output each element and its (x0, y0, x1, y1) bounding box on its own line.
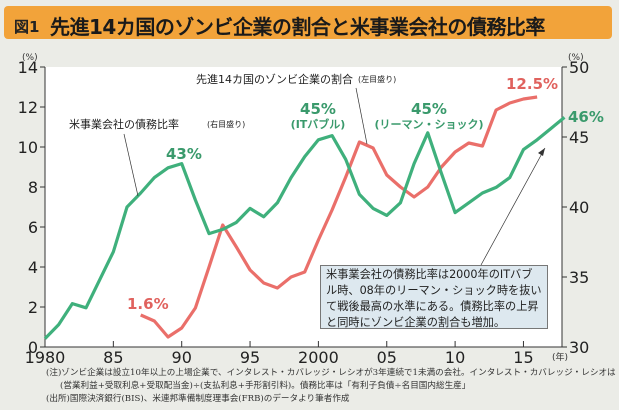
green-series-axis-note: (右目盛り) (207, 119, 245, 129)
series-line-left (140, 95, 538, 339)
left-tick-label: 6 (28, 218, 38, 237)
x-axis-unit: (年) (552, 351, 568, 363)
green-leader-line (123, 133, 139, 197)
chart-title: 先進14カ国のゾンビ企業の割合と米事業会社の債務比率 (50, 15, 545, 39)
red-leader-line (355, 87, 368, 145)
figure-label: 図1 (14, 18, 40, 36)
note-line: (注)ゾンビ企業は設立10年以上の上場企業で、インタレスト・カバレッジ・レシオが… (46, 368, 616, 378)
left-tick-label: 14 (18, 58, 38, 77)
right-tick-label: 50 (569, 58, 589, 77)
arrow-head-icon (538, 148, 545, 156)
left-tick-label: 2 (28, 298, 38, 317)
right-tick-label: 40 (569, 198, 589, 217)
green-2008-label: 45% (411, 100, 447, 118)
title-bar: 図1 先進14カ国のゾンビ企業の割合と米事業会社の債務比率 (4, 6, 612, 39)
green-2000-label: 45% (300, 100, 336, 118)
callout-arrow (480, 147, 546, 266)
green-end-label: 46% (568, 108, 604, 126)
right-tick-label: 45 (569, 128, 589, 147)
green-2008-sublabel: (リーマン・ショック) (374, 118, 483, 131)
notes: (注)ゾンビ企業は設立10年以上の上場企業で、インタレスト・カバレッジ・レシオが… (46, 367, 616, 406)
x-tick-label: 15 (513, 348, 533, 367)
right-tick-label: 35 (569, 268, 589, 287)
callout-box: 米事業会社の債務比率は2000年のITバブル時、08年のリーマン・ショック時を抜… (320, 265, 548, 329)
green-series-label: 米事業会社の債務比率 (69, 117, 179, 131)
red-end-label: 12.5% (506, 75, 558, 93)
left-axis-unit: (%) (22, 53, 38, 63)
x-tick-label: 1980 (25, 348, 66, 367)
x-tick-label: 90 (172, 348, 192, 367)
x-tick-label: 05 (377, 348, 397, 367)
left-tick-label: 10 (18, 138, 38, 157)
note-line: (出所)国際決済銀行(BIS)、米連邦準備制度理事会(FRB)のデータより筆者作… (46, 394, 350, 404)
green-2000-sublabel: (ITバブル) (291, 117, 346, 131)
x-tick-label: 10 (445, 348, 465, 367)
x-tick-label: 95 (240, 348, 260, 367)
note-line: (営業利益+受取利息+受取配当金)÷(支払利息+手形割引料)。債務比率は「有利子… (60, 381, 471, 391)
red-start-label: 1.6% (127, 295, 169, 313)
left-tick-label: 4 (28, 258, 38, 277)
red-series-axis-note: (左目盛り) (358, 74, 396, 84)
left-tick-label: 0 (28, 338, 38, 357)
x-tick-label: 85 (103, 348, 123, 367)
left-tick-label: 8 (28, 178, 38, 197)
green-1990-label: 43% (166, 145, 202, 163)
x-tick-label: 2000 (298, 348, 339, 367)
right-tick-label: 30 (569, 338, 589, 357)
right-axis-unit: (%) (568, 53, 584, 63)
red-series-label: 先進14カ国のゾンビ企業の割合 (196, 72, 353, 86)
left-tick-label: 12 (18, 98, 38, 117)
